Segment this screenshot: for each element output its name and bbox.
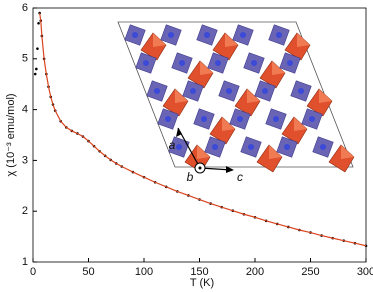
- atom: [168, 32, 174, 38]
- axis-arrow-a: [177, 127, 201, 169]
- inset-label: b: [187, 170, 194, 184]
- octa-face: [197, 145, 210, 159]
- y-tick-label: 1: [22, 256, 28, 268]
- atom: [237, 116, 243, 122]
- atom: [309, 116, 315, 122]
- atom: [284, 144, 290, 150]
- y-tick-label: 4: [22, 104, 28, 116]
- y-tick-label: 5: [22, 53, 28, 65]
- y-axis-label: χ (10⁻³ emu/mol): [5, 93, 17, 176]
- y-tick-label: 3: [22, 154, 28, 166]
- atom: [240, 32, 246, 38]
- octa-face: [247, 89, 260, 103]
- octa-face: [272, 61, 285, 75]
- atom: [273, 116, 279, 122]
- x-tick-label: 50: [82, 266, 94, 278]
- atom: [298, 88, 304, 94]
- atom: [212, 144, 218, 150]
- x-tick-label: 150: [190, 266, 208, 278]
- x-tick-label: 300: [357, 266, 373, 278]
- atom: [215, 60, 221, 66]
- atom: [190, 88, 196, 94]
- atom: [320, 144, 326, 150]
- y-tick-label: 2: [22, 205, 28, 217]
- inset-label: a: [169, 138, 176, 152]
- fit-line: [39, 12, 367, 247]
- data-point: [35, 67, 38, 71]
- atom: [204, 32, 210, 38]
- octa-face: [200, 61, 213, 75]
- arrow-head: [176, 128, 182, 137]
- x-tick-label: 200: [246, 266, 264, 278]
- atom: [287, 60, 293, 66]
- atom: [165, 116, 171, 122]
- x-tick-label: 100: [135, 266, 153, 278]
- data-point: [33, 72, 37, 76]
- atom: [143, 60, 149, 66]
- octa-face: [269, 145, 282, 159]
- atom: [176, 144, 182, 150]
- octa-face: [297, 33, 310, 47]
- x-tick-label: 0: [30, 266, 36, 278]
- octa-face: [153, 33, 166, 47]
- atom: [251, 60, 257, 66]
- octa-face: [222, 117, 235, 131]
- atom: [154, 88, 160, 94]
- crystal-inset: [117, 21, 355, 173]
- atom: [248, 144, 254, 150]
- x-tick-label: 250: [301, 266, 319, 278]
- data-point: [36, 47, 39, 50]
- octa-face: [341, 145, 354, 159]
- x-axis-label: T (K): [190, 277, 214, 289]
- unit-cell: [117, 21, 354, 168]
- octa-face: [225, 33, 238, 47]
- octa-face: [294, 117, 307, 131]
- data-point: [37, 21, 40, 25]
- atom: [262, 88, 268, 94]
- y-tick-label: 6: [22, 2, 28, 14]
- arrow-head: [226, 166, 234, 173]
- axis-b-dot: [198, 166, 202, 170]
- octa-face: [319, 89, 332, 103]
- plot-frame: [32, 7, 367, 263]
- atom: [276, 32, 282, 38]
- atom: [226, 88, 232, 94]
- atom: [132, 32, 138, 38]
- inset-label: c: [237, 170, 243, 184]
- atom: [179, 60, 185, 66]
- atom: [201, 116, 207, 122]
- octa-face: [175, 89, 188, 103]
